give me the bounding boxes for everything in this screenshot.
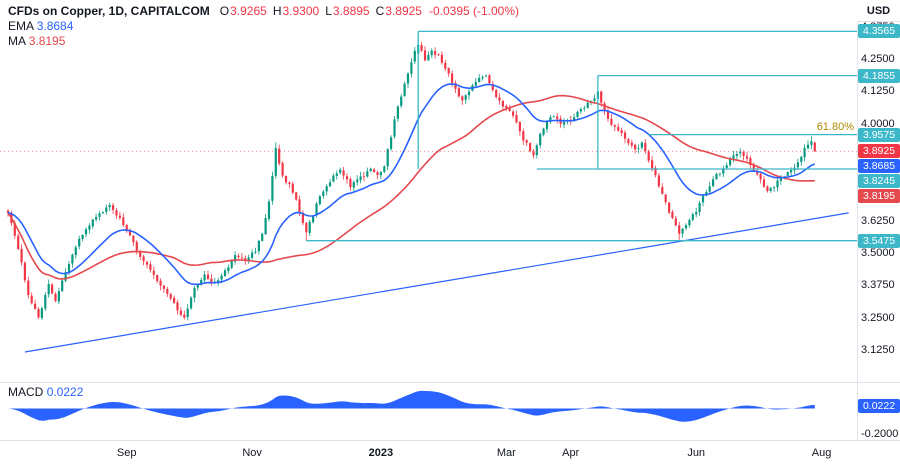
currency-label[interactable]: USD xyxy=(857,0,900,22)
change-value: -0.0395 (-1.00%) xyxy=(428,4,520,18)
macd-indicator-row[interactable]: MACD 0.0222 xyxy=(8,385,83,399)
fib-retracement-label: 61.80% xyxy=(816,121,854,133)
ma-value: 3.8195 xyxy=(28,34,66,48)
ma-label: MA xyxy=(8,34,26,48)
chart-legend: CFDs on Copper, 1D, CAPITALCOM O3.9265 H3.… xyxy=(8,4,519,49)
ema-indicator-row[interactable]: EMA 3.8684 xyxy=(8,19,519,34)
macd-label: MACD xyxy=(8,385,44,399)
ohlc-high: H3.9300 xyxy=(272,4,320,18)
macd-area xyxy=(8,390,815,422)
ma-indicator-row[interactable]: MA 3.8195 xyxy=(8,34,519,49)
ascending-trendline xyxy=(24,212,849,353)
ma-line xyxy=(7,94,815,280)
ohlc-close: C3.8925 xyxy=(375,4,422,18)
symbol-row: CFDs on Copper, 1D, CAPITALCOM O3.9265 H3.… xyxy=(8,4,519,19)
ohlc-open: O3.9265 xyxy=(219,4,267,18)
ema-label: EMA xyxy=(8,19,34,33)
symbol-title[interactable]: CFDs on Copper, 1D, CAPITALCOM xyxy=(8,4,210,18)
ema-line xyxy=(7,83,816,286)
macd-value: 0.0222 xyxy=(46,385,84,399)
ohlc-low: L3.8895 xyxy=(325,4,370,18)
ema-value: 3.8684 xyxy=(36,19,74,33)
